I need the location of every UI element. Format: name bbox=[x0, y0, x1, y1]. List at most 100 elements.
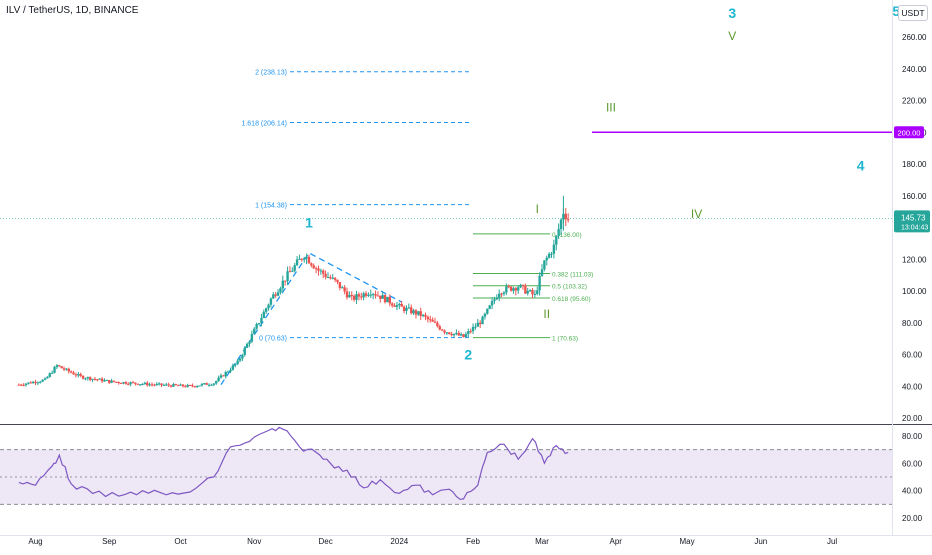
candle-body bbox=[17, 384, 21, 386]
price-tick-label: 40.00 bbox=[902, 382, 923, 391]
candles-group bbox=[17, 195, 570, 388]
candle-body bbox=[93, 378, 97, 380]
candle-body bbox=[507, 286, 510, 288]
candle-body bbox=[224, 371, 227, 377]
candle-body bbox=[362, 293, 365, 298]
candle-body bbox=[550, 253, 553, 255]
candle-body bbox=[528, 290, 532, 292]
candle-body bbox=[274, 294, 277, 296]
candle-body bbox=[31, 381, 35, 384]
candle-body bbox=[381, 295, 384, 299]
price-tick-label: 60.00 bbox=[902, 351, 923, 360]
candle-body bbox=[210, 384, 213, 386]
candle-body bbox=[148, 384, 151, 386]
candle-body bbox=[212, 383, 216, 385]
candle-body bbox=[86, 377, 90, 379]
candle-body bbox=[217, 377, 220, 382]
candle-body bbox=[383, 295, 387, 303]
candle-body bbox=[324, 273, 327, 278]
candle-body bbox=[462, 334, 465, 338]
fib-retracement-label: 0.382 (111.03) bbox=[552, 271, 593, 278]
candle-body bbox=[531, 290, 534, 295]
candle-body bbox=[48, 373, 51, 377]
candle-body bbox=[122, 382, 125, 384]
candle-body bbox=[136, 383, 139, 385]
candle-body bbox=[305, 256, 308, 259]
candle-body bbox=[150, 384, 154, 386]
candle-body bbox=[24, 383, 28, 386]
candle-body bbox=[286, 271, 289, 282]
candle-body bbox=[555, 235, 558, 245]
candle-body bbox=[248, 341, 251, 344]
candle-body bbox=[167, 384, 170, 386]
candle-body bbox=[424, 314, 427, 317]
candle-body bbox=[264, 308, 268, 312]
candle-body bbox=[445, 332, 449, 334]
price-tick-label: 240.00 bbox=[902, 65, 927, 74]
fib-extension-label: 1.618 (206.14) bbox=[241, 121, 287, 128]
candle-body bbox=[464, 334, 468, 338]
candle-body bbox=[222, 375, 225, 377]
candle-body bbox=[79, 374, 82, 376]
candle-body bbox=[127, 383, 130, 385]
candle-body bbox=[543, 260, 546, 270]
candle-body bbox=[429, 319, 432, 321]
candle-body bbox=[141, 384, 144, 386]
candle-body bbox=[231, 365, 235, 370]
candle-body bbox=[262, 311, 265, 318]
current-price-badge bbox=[894, 210, 930, 233]
candle-body bbox=[226, 371, 230, 373]
candle-body bbox=[519, 284, 522, 288]
wave-label: 1 bbox=[305, 215, 313, 231]
candle-body bbox=[497, 293, 501, 298]
time-tick-label: Mar bbox=[535, 537, 549, 546]
currency-button[interactable]: USDT bbox=[898, 5, 928, 21]
candle-body bbox=[371, 294, 375, 296]
current-price-label: 145.73 bbox=[901, 213, 926, 222]
candle-body bbox=[376, 295, 380, 297]
candle-body bbox=[312, 265, 315, 269]
candle-body bbox=[65, 368, 68, 370]
candle-body bbox=[538, 275, 541, 291]
candle-body bbox=[364, 293, 368, 296]
candle-body bbox=[374, 294, 377, 296]
candle-body bbox=[457, 332, 460, 336]
rsi-tick-label: 20.00 bbox=[902, 514, 923, 523]
candle-body bbox=[169, 385, 173, 387]
current-price-countdown: 13:04:43 bbox=[901, 224, 928, 231]
candle-body bbox=[469, 331, 472, 333]
candle-body bbox=[314, 268, 318, 270]
candle-body bbox=[124, 382, 128, 384]
candle-body bbox=[426, 316, 430, 320]
candle-body bbox=[509, 286, 513, 291]
candle-body bbox=[110, 380, 113, 383]
candle-body bbox=[241, 354, 244, 359]
candle-body bbox=[34, 381, 37, 384]
candle-body bbox=[138, 384, 142, 386]
candle-body bbox=[317, 268, 320, 271]
candle-body bbox=[295, 259, 299, 266]
candle-body bbox=[215, 381, 218, 384]
time-tick-label: Nov bbox=[247, 537, 261, 546]
wave-label: 4 bbox=[857, 157, 865, 173]
candle-body bbox=[131, 382, 135, 384]
candle-body bbox=[291, 270, 294, 272]
candle-body bbox=[483, 313, 487, 317]
time-tick-label: 2024 bbox=[390, 537, 408, 546]
time-tick-label: Dec bbox=[318, 537, 332, 546]
candle-body bbox=[547, 253, 551, 258]
candle-body bbox=[53, 367, 56, 373]
candle-body bbox=[162, 384, 166, 386]
candle-body bbox=[476, 322, 479, 327]
time-tick-label: May bbox=[679, 537, 694, 546]
wave-label: V bbox=[728, 29, 736, 43]
candle-body bbox=[55, 365, 59, 368]
fib-trend-line bbox=[220, 252, 403, 386]
candle-body bbox=[338, 282, 342, 289]
candle-body bbox=[440, 329, 444, 331]
candle-body bbox=[414, 310, 418, 315]
candle-body bbox=[172, 384, 175, 387]
candle-body bbox=[393, 305, 396, 307]
